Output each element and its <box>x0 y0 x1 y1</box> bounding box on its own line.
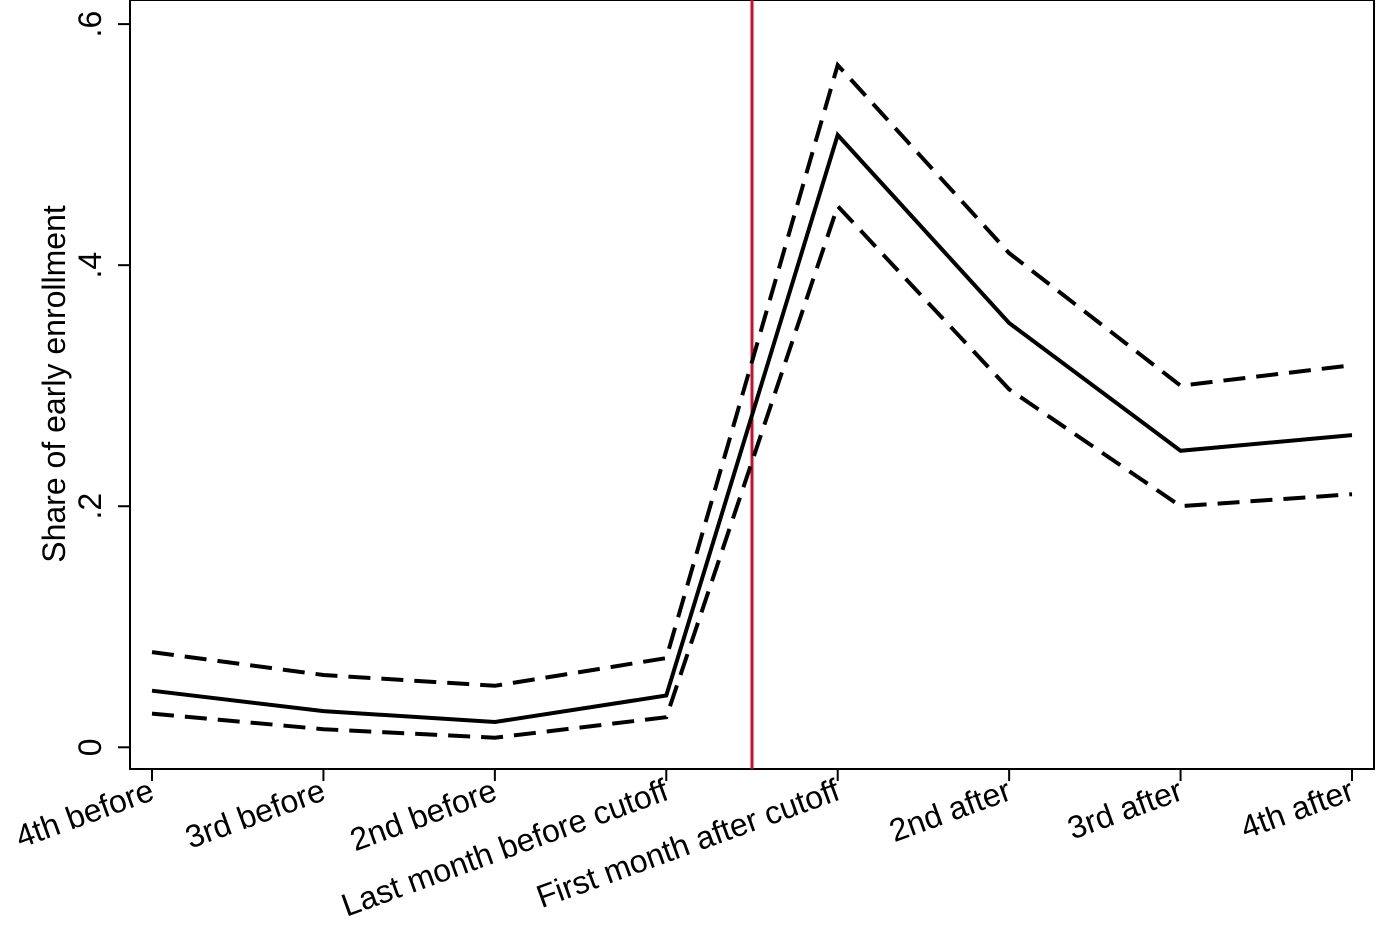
estimate-line <box>151 131 1353 725</box>
y-tick-label: .2 <box>72 493 108 520</box>
x-tick-label: First month after cutoff <box>532 772 845 915</box>
lower-ci-line <box>151 202 1353 740</box>
y-axis-title: Share of early enrollment <box>36 205 72 563</box>
y-tick-label: .6 <box>72 11 108 38</box>
y-tick-label: 0 <box>72 738 108 756</box>
upper-ci-line <box>151 61 1353 688</box>
x-tick-label: 2nd after <box>884 772 1015 849</box>
y-tick-label: .4 <box>72 252 108 279</box>
x-tick-label: 3rd after <box>1063 772 1188 847</box>
x-tick-label: 4th after <box>1236 772 1359 846</box>
y-axis: 0 .2 .4 .6 <box>72 11 130 756</box>
series-layer <box>151 61 1353 740</box>
x-tick-label: 4th before <box>11 772 159 855</box>
x-tick-label: 3rd before <box>180 772 329 856</box>
